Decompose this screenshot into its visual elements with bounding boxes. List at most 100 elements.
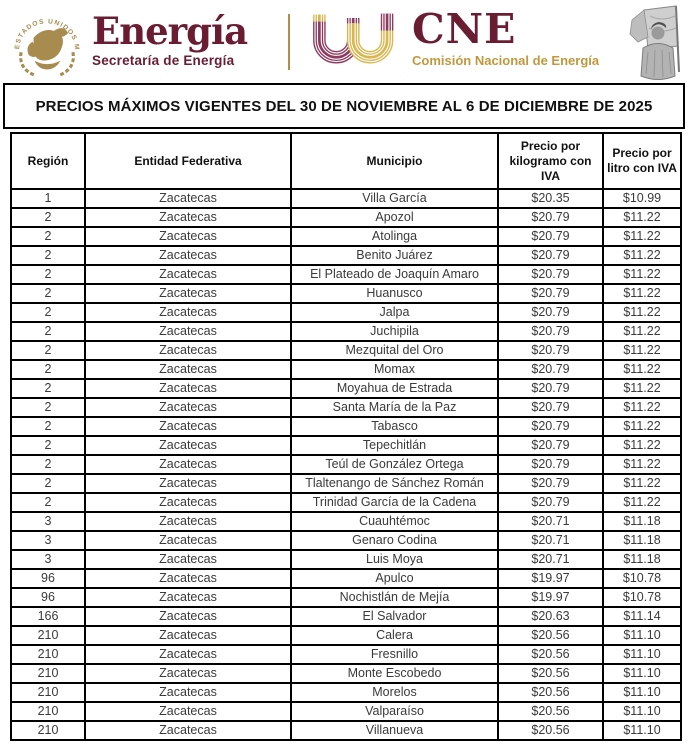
table-row: 210 Zacatecas Morelos $20.56 $11.10 [10,682,682,703]
precio-litro-cell: $11.22 [602,264,682,285]
table-row: 2 Zacatecas Tepechitlán $20.79 $11.22 [10,435,682,456]
entidad-cell: Zacatecas [84,321,292,342]
entidad-cell: Zacatecas [84,568,292,589]
entidad-cell: Zacatecas [84,720,292,741]
precio-kg-cell: $20.79 [497,245,604,266]
table-row: 3 Zacatecas Genaro Codina $20.71 $11.18 [10,530,682,551]
table-row: 96 Zacatecas Apulco $19.97 $10.78 [10,568,682,589]
entidad-cell: Zacatecas [84,606,292,627]
page-title: PRECIOS MÁXIMOS VIGENTES DEL 30 DE NOVIE… [35,97,653,115]
precio-kg-cell: $20.79 [497,359,604,380]
municipio-cell: Momax [290,359,499,380]
entidad-cell: Zacatecas [84,435,292,456]
region-cell: 96 [10,568,86,589]
entidad-cell: Zacatecas [84,397,292,418]
column-header: Región [10,132,86,190]
laurel-right [58,51,75,77]
precio-litro-cell: $11.10 [602,682,682,703]
municipio-cell: Tepechitlán [290,435,499,456]
municipio-cell: El Salvador [290,606,499,627]
table-row: 2 Zacatecas Tabasco $20.79 $11.22 [10,416,682,437]
municipio-cell: Huanusco [290,283,499,304]
entidad-cell: Zacatecas [84,625,292,646]
column-header: Entidad Federativa [84,132,292,190]
precio-kg-cell: $20.56 [497,720,604,741]
precio-kg-cell: $20.35 [497,188,604,209]
precio-litro-cell: $11.14 [602,606,682,627]
brand-bar: ESTADOS UNIDOS MEXICANOS Energía Secreta… [0,0,688,82]
municipio-cell: Luis Moya [290,549,499,570]
municipio-cell: Mezquital del Oro [290,340,499,361]
municipio-cell: Fresnillo [290,644,499,665]
municipio-cell: Trinidad García de la Cadena [290,492,499,513]
municipio-cell: Atolinga [290,226,499,247]
precio-kg-cell: $20.56 [497,663,604,684]
region-cell: 210 [10,701,86,722]
precio-kg-cell: $20.79 [497,492,604,513]
precio-kg-cell: $20.79 [497,302,604,323]
revolution-figure-image [629,5,680,80]
precio-litro-cell: $11.18 [602,511,682,532]
precio-litro-cell: $11.22 [602,283,682,304]
table-row: 3 Zacatecas Luis Moya $20.71 $11.18 [10,549,682,570]
precio-kg-cell: $20.56 [497,701,604,722]
precio-kg-cell: $20.79 [497,264,604,285]
entidad-cell: Zacatecas [84,378,292,399]
precio-litro-cell: $11.10 [602,625,682,646]
precio-kg-cell: $20.71 [497,530,604,551]
precio-litro-cell: $11.18 [602,530,682,551]
entidad-cell: Zacatecas [84,207,292,228]
precios-table: Región Entidad Federativa Municipio Precio … [10,132,682,741]
municipio-cell: Benito Juárez [290,245,499,266]
entidad-cell: Zacatecas [84,245,292,266]
precio-kg-cell: $20.79 [497,378,604,399]
precio-litro-cell: $11.18 [602,549,682,570]
precio-kg-cell: $20.79 [497,207,604,228]
table-row: 210 Zacatecas Calera $20.56 $11.10 [10,625,682,646]
municipio-cell: Villanueva [290,720,499,741]
region-cell: 166 [10,606,86,627]
region-cell: 210 [10,644,86,665]
entidad-cell: Zacatecas [84,682,292,703]
precio-litro-cell: $11.22 [602,340,682,361]
precio-litro-cell: $11.10 [602,663,682,684]
region-cell: 2 [10,492,86,513]
precio-litro-cell: $10.78 [602,568,682,589]
table-row: 1 Zacatecas Villa García $20.35 $10.99 [10,188,682,209]
municipio-cell: Morelos [290,682,499,703]
region-cell: 2 [10,321,86,342]
municipio-cell: El Plateado de Joaquín Amaro [290,264,499,285]
precio-kg-cell: $20.56 [497,644,604,665]
table-row: 2 Zacatecas El Plateado de Joaquín Amaro $2… [10,264,682,285]
precio-litro-cell: $11.10 [602,720,682,741]
precio-kg-cell: $20.79 [497,454,604,475]
region-cell: 2 [10,378,86,399]
municipio-cell: Nochistlán de Mejía [290,587,499,608]
region-cell: 2 [10,435,86,456]
column-header: Municipio [290,132,499,190]
municipio-cell: Monte Escobedo [290,663,499,684]
region-cell: 96 [10,587,86,608]
precio-kg-cell: $20.56 [497,625,604,646]
precio-kg-cell: $20.63 [497,606,604,627]
municipio-cell: Santa María de la Paz [290,397,499,418]
table-row: 96 Zacatecas Nochistlán de Mejía $19.97 $10.… [10,587,682,608]
municipio-cell: Tlaltenango de Sánchez Román [290,473,499,494]
table-row: 2 Zacatecas Huanusco $20.79 $11.22 [10,283,682,304]
precio-kg-cell: $20.71 [497,549,604,570]
region-cell: 210 [10,720,86,741]
precio-litro-cell: $11.22 [602,397,682,418]
table-row: 2 Zacatecas Moyahua de Estrada $20.79 $11.22 [10,378,682,399]
logo-divider [288,14,290,70]
precio-litro-cell: $11.22 [602,207,682,228]
municipio-cell: Tabasco [290,416,499,437]
column-header: Precio por kilogramo con IVA [497,132,604,190]
entidad-cell: Zacatecas [84,302,292,323]
table-row: 2 Zacatecas Benito Juárez $20.79 $11.22 [10,245,682,266]
region-cell: 3 [10,530,86,551]
entidad-cell: Zacatecas [84,283,292,304]
precio-kg-cell: $20.56 [497,682,604,703]
precio-kg-cell: $20.79 [497,340,604,361]
table-row: 210 Zacatecas Fresnillo $20.56 $11.10 [10,644,682,665]
municipio-cell: Jalpa [290,302,499,323]
